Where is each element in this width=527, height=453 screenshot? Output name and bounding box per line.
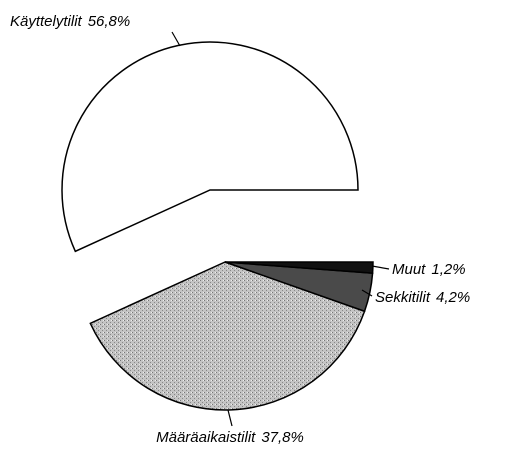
slice-label: Sekkitilit 4,2%	[375, 289, 470, 306]
slice-label: Käyttelytilit 56,8%	[10, 13, 130, 30]
value-label: 37,8%	[261, 429, 304, 446]
value-label: 56,8%	[88, 13, 131, 30]
category-label: Määräaikaistilit	[156, 429, 256, 446]
leader-line	[371, 265, 390, 270]
leader-line	[361, 289, 373, 297]
slice-label: Muut 1,2%	[392, 261, 466, 278]
value-label: 4,2%	[436, 289, 470, 306]
pie-slice	[89, 261, 366, 411]
pie-slice	[61, 41, 359, 253]
slice-label: Määräaikaistilit 37,8%	[156, 429, 304, 446]
value-label: 1,2%	[431, 261, 465, 278]
pie-slice	[224, 261, 374, 274]
leader-line	[227, 409, 233, 427]
category-label: Käyttelytilit	[10, 13, 83, 30]
leader-line	[171, 31, 181, 47]
category-label: Sekkitilit	[375, 289, 431, 306]
category-label: Muut	[392, 261, 426, 278]
